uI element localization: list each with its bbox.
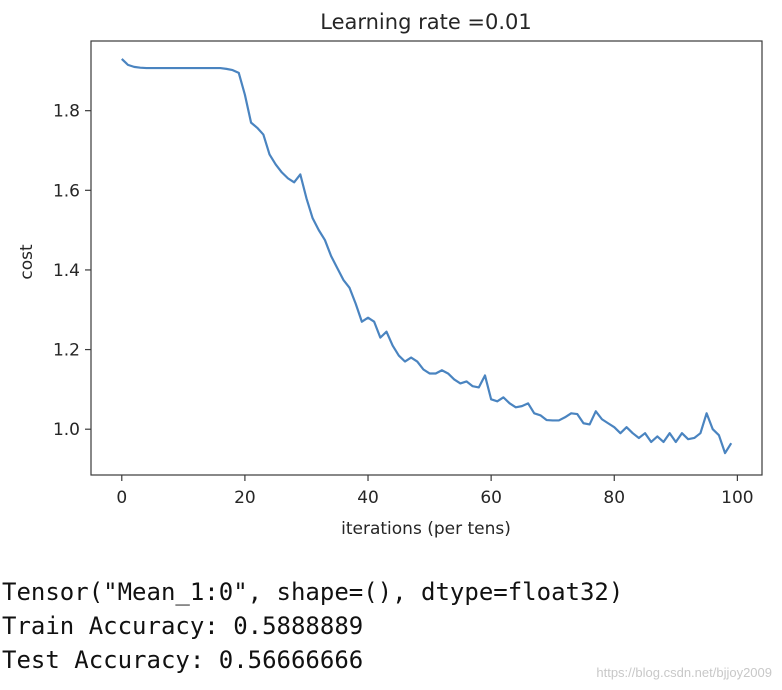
x-tick-label: 0	[116, 488, 127, 508]
x-tick-label: 60	[480, 488, 502, 508]
watermark: https://blog.csdn.net/bjjoy2009	[596, 665, 772, 680]
plot-frame	[90, 40, 763, 476]
y-tick-label: 1.0	[53, 420, 80, 440]
cost-series-line	[121, 58, 733, 455]
x-tick-label: 80	[603, 488, 625, 508]
y-tick-label: 1.2	[53, 341, 80, 361]
axis-ticks: 0 20 40 60 80 100 1.0 1.2 1.4 1.6 1.8	[53, 102, 754, 508]
x-tick-label: 100	[721, 488, 753, 508]
y-axis-label: cost	[17, 244, 37, 280]
x-axis-label: iterations (per tens)	[341, 519, 511, 539]
console-tensor-line: Tensor("Mean_1:0", shape=(), dtype=float…	[2, 578, 624, 606]
x-tick-label: 40	[357, 488, 379, 508]
y-tick-label: 1.4	[53, 261, 80, 281]
line-chart: Learning rate =0.01 0 20 40 60 80 100 1.0 1.2 1.…	[17, 10, 763, 539]
y-tick-label: 1.8	[53, 102, 80, 122]
x-tick-label: 20	[234, 488, 256, 508]
y-tick-label: 1.6	[53, 181, 80, 201]
console-train-accuracy: Train Accuracy: 0.5888889	[2, 612, 364, 640]
chart-title: Learning rate =0.01	[320, 10, 532, 34]
console-test-accuracy: Test Accuracy: 0.56666666	[2, 646, 364, 674]
